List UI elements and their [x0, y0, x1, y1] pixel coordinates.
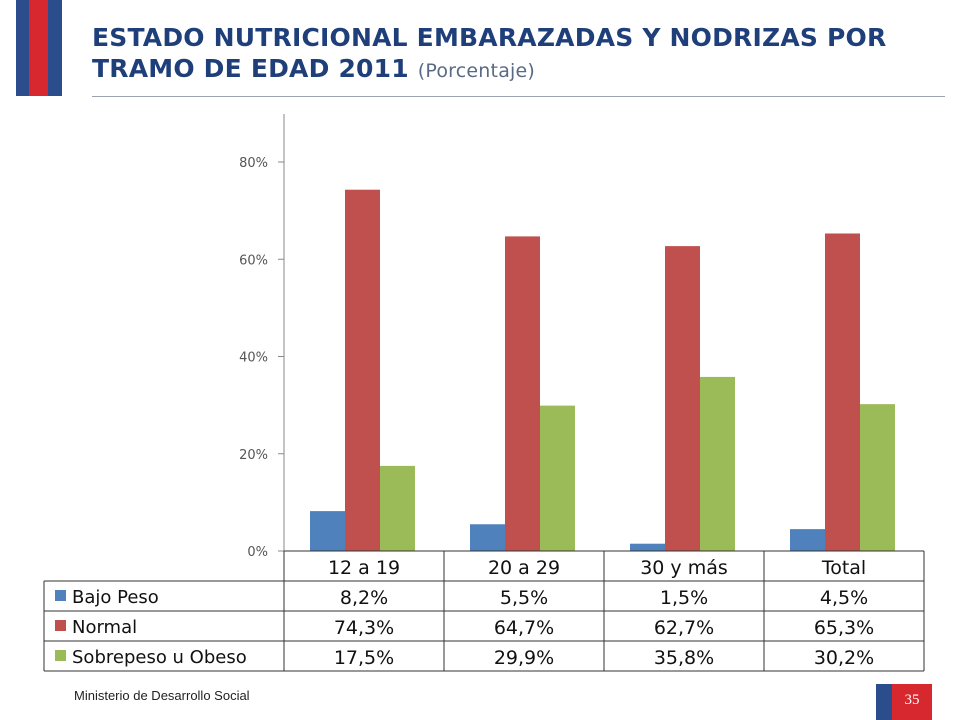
legend-swatch: [55, 590, 66, 601]
data-label: 62,7%: [654, 617, 714, 639]
legend-swatch: [55, 650, 66, 661]
data-label: 65,3%: [814, 617, 874, 639]
flag-stripe-red: [29, 0, 48, 96]
category-label: 20 a 29: [488, 557, 560, 579]
bar-sobrepeso-u-obeso: [860, 404, 895, 551]
y-tick-label: 80%: [239, 156, 268, 171]
footer-ministry: Ministerio de Desarrollo Social: [74, 688, 250, 703]
title-main: ESTADO NUTRICIONAL EMBARAZADAS Y NODRIZA…: [92, 23, 887, 83]
data-label: 29,9%: [494, 647, 554, 669]
data-label: 30,2%: [814, 647, 874, 669]
data-label: 4,5%: [820, 587, 868, 609]
y-tick-label: 0%: [247, 545, 268, 560]
data-label: 74,3%: [334, 617, 394, 639]
page-number: 35: [904, 692, 920, 708]
badge-stripe-blue: [876, 684, 892, 720]
flag-stripe-blue: [48, 0, 62, 96]
category-label: 30 y más: [640, 557, 728, 579]
bar-sobrepeso-u-obeso: [700, 376, 735, 551]
bar-bajo-peso: [790, 529, 825, 551]
data-label: 1,5%: [660, 587, 708, 609]
legend-swatch: [55, 620, 66, 631]
bar-normal: [825, 233, 860, 551]
page-number-badge: 35: [876, 684, 932, 720]
slide-title: ESTADO NUTRICIONAL EMBARAZADAS Y NODRIZA…: [92, 22, 952, 87]
flag-stripe-blue: [16, 0, 29, 96]
data-label: 35,8%: [654, 647, 714, 669]
bar-normal: [505, 236, 540, 552]
bar-sobrepeso-u-obeso: [380, 465, 415, 551]
data-label: 8,2%: [340, 587, 388, 609]
category-label: Total: [821, 557, 866, 579]
data-label: 64,7%: [494, 617, 554, 639]
title-subtitle: (Porcentaje): [417, 60, 536, 82]
bar-bajo-peso: [630, 543, 665, 551]
bar-bajo-peso: [470, 524, 505, 551]
badge-stripe-red: [892, 684, 932, 720]
y-tick-label: 60%: [239, 253, 268, 268]
data-label: 17,5%: [334, 647, 394, 669]
legend-label: Normal: [72, 617, 137, 638]
category-label: 12 a 19: [328, 557, 400, 579]
y-tick-label: 40%: [239, 351, 268, 366]
bar-normal: [345, 189, 380, 551]
bar-sobrepeso-u-obeso: [540, 405, 575, 551]
y-tick-label: 20%: [239, 448, 268, 463]
bar-normal: [665, 246, 700, 551]
legend-label: Sobrepeso u Obeso: [72, 647, 247, 668]
bar-bajo-peso: [310, 511, 345, 551]
title-divider: [92, 96, 945, 97]
data-label: 5,5%: [500, 587, 548, 609]
legend-label: Bajo Peso: [72, 587, 159, 608]
